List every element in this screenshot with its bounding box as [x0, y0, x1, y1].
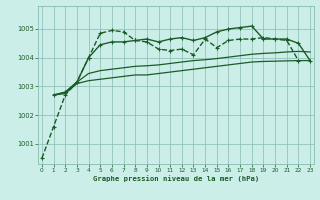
- X-axis label: Graphe pression niveau de la mer (hPa): Graphe pression niveau de la mer (hPa): [93, 175, 259, 182]
